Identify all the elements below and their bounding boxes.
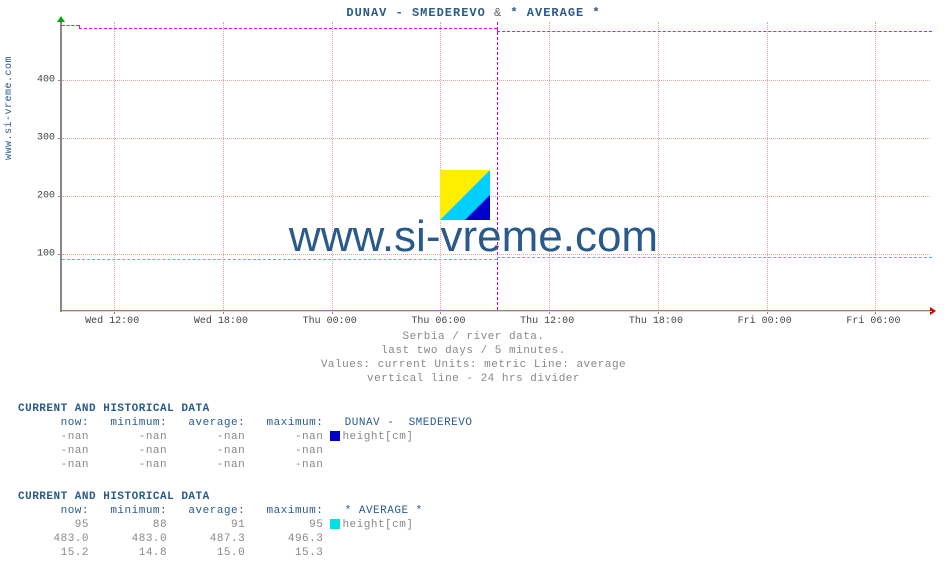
chart-container: DUNAV - SMEDEREVO & * AVERAGE * www.si-v… (0, 0, 947, 578)
title-series2: * AVERAGE * (510, 6, 600, 20)
x-tick-label: Thu 12:00 (520, 316, 574, 327)
data-block-header: CURRENT AND HISTORICAL DATA (18, 491, 210, 503)
title-ampersand: & (494, 6, 502, 20)
gridline-horizontal (62, 138, 930, 139)
x-tick-label: Fri 00:00 (738, 316, 792, 327)
subtitle-block: Serbia / river data. last two days / 5 m… (0, 330, 947, 386)
title-series1: DUNAV - SMEDEREVO (346, 6, 485, 20)
series-segment (79, 28, 497, 29)
plot-area (60, 22, 930, 312)
y-tick-mark (58, 196, 62, 197)
gridline-vertical (875, 22, 876, 310)
y-tick-label: 300 (37, 133, 55, 144)
data-block: CURRENT AND HISTORICAL DATA now: minimum… (18, 402, 472, 472)
data-block: CURRENT AND HISTORICAL DATA now: minimum… (18, 490, 423, 560)
divider-24h (497, 22, 498, 310)
data-block-row: 483.0 483.0 487.3 496.3 (18, 533, 330, 545)
series-segment (62, 25, 79, 26)
x-tick-label: Thu 18:00 (629, 316, 683, 327)
y-tick-label: 400 (37, 75, 55, 86)
gridline-horizontal (62, 196, 930, 197)
x-tick-label: Fri 06:00 (846, 316, 900, 327)
data-block-station: DUNAV - SMEDEREVO (345, 417, 473, 429)
gridline-vertical (549, 22, 550, 310)
y-tick-label: 100 (37, 249, 55, 260)
legend-unit: height[cm] (342, 519, 413, 531)
gridline-vertical (440, 22, 441, 310)
x-tick-label: Wed 12:00 (85, 316, 139, 327)
series-step (497, 28, 498, 31)
data-block-columns: now: minimum: average: maximum: (18, 505, 330, 517)
chart-title: DUNAV - SMEDEREVO & * AVERAGE * (0, 6, 947, 20)
data-block-columns: now: minimum: average: maximum: (18, 417, 330, 429)
series-segment (497, 31, 932, 32)
y-tick-label: 200 (37, 191, 55, 202)
data-block-row: -nan -nan -nan -nan (18, 459, 330, 471)
data-block-row: -nan -nan -nan -nan (18, 445, 330, 457)
data-block-header: CURRENT AND HISTORICAL DATA (18, 403, 210, 415)
gridline-vertical (332, 22, 333, 310)
data-block-row: 95 88 91 95 (18, 519, 330, 531)
gridline-vertical (114, 22, 115, 310)
gridline-horizontal (62, 80, 930, 81)
y-tick-mark (58, 138, 62, 139)
subtitle-line: vertical line - 24 hrs divider (0, 372, 947, 386)
x-tick-label: Wed 18:00 (194, 316, 248, 327)
subtitle-line: Serbia / river data. (0, 330, 947, 344)
subtitle-line: last two days / 5 minutes. (0, 344, 947, 358)
x-tick-label: Thu 06:00 (411, 316, 465, 327)
y-axis-arrow-icon (57, 16, 65, 22)
subtitle-line: Values: current Units: metric Line: aver… (0, 358, 947, 372)
y-axis-label-left: www.si-vreme.com (4, 56, 15, 160)
gridline-vertical (767, 22, 768, 310)
gridline-vertical (223, 22, 224, 310)
y-tick-mark (58, 80, 62, 81)
data-block-station: * AVERAGE * (345, 505, 423, 517)
legend-swatch-icon (330, 431, 340, 441)
watermark-text: www.si-vreme.com (0, 212, 947, 262)
series-step (79, 25, 80, 28)
legend-unit: height[cm] (342, 431, 413, 443)
x-tick-label: Thu 00:00 (303, 316, 357, 327)
gridline-vertical (658, 22, 659, 310)
baseline (62, 311, 932, 312)
legend-swatch-icon (330, 519, 340, 529)
data-block-row: 15.2 14.8 15.0 15.3 (18, 547, 330, 559)
data-block-row: -nan -nan -nan -nan (18, 431, 330, 443)
